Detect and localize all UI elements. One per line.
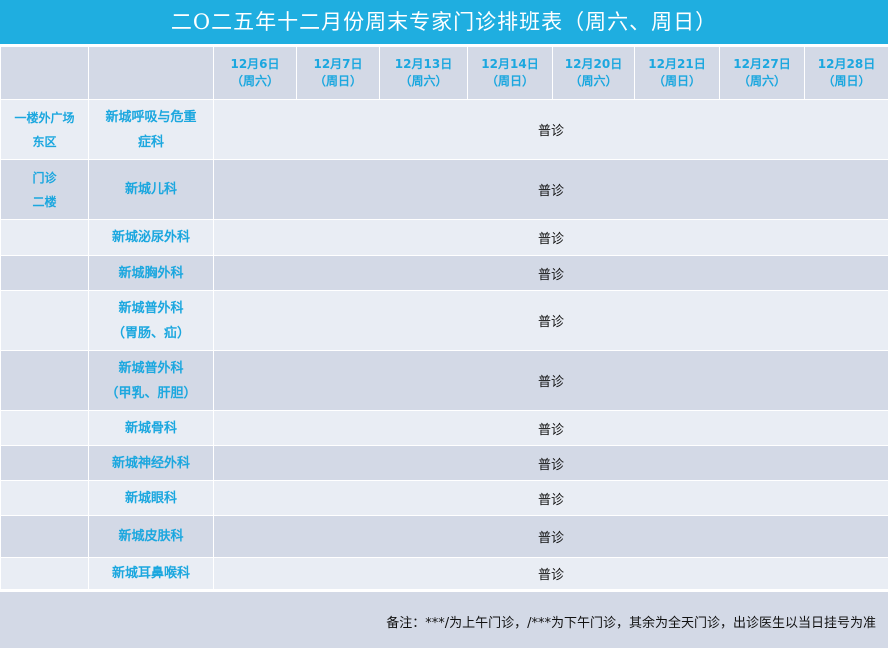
department-name: 新城呼吸与危重 (105, 109, 197, 125)
header-date-cell: 12月20日 （周六） (552, 46, 635, 100)
location-cell-empty (0, 480, 89, 516)
clinic-type-cell: 普诊 (213, 159, 888, 220)
header-date-cell: 12月6日 （周六） (213, 46, 297, 100)
department-cell: 新城胸外科 (88, 255, 214, 291)
department-name: 新城耳鼻喉科 (111, 566, 190, 581)
header-date-cell: 12月21日 （周日） (634, 46, 720, 100)
header-date: 12月20日 (564, 57, 623, 71)
footer-note: 备注：***/为上午门诊，/***为下午门诊，其余为全天门诊，出诊医生以当日挂号… (386, 616, 876, 631)
clinic-type-cell: 普诊 (213, 410, 888, 446)
department-cell: 新城泌尿外科 (88, 219, 214, 256)
location-cell-empty (0, 410, 89, 446)
department-name: 新城胸外科 (118, 265, 184, 281)
department-cell: 新城神经外科 (88, 445, 214, 481)
department-cell: 新城儿科 (88, 159, 214, 220)
department-cell: 新城呼吸与危重 症科 (88, 99, 214, 160)
location-cell-empty (0, 219, 89, 256)
table-row: 门诊二楼 新城儿科 普诊 (0, 159, 888, 220)
header-weekday: （周日） (652, 74, 701, 88)
department-subname: （甲乳、肝胆） (105, 385, 197, 401)
header-date-cell: 12月7日 （周日） (296, 46, 380, 100)
header-date: 12月21日 (648, 57, 706, 71)
clinic-type-cell: 普诊 (213, 350, 888, 411)
clinic-type-cell: 普诊 (213, 99, 888, 160)
header-blank-location (0, 46, 89, 100)
department-cell: 新城普外科 （甲乳、肝胆） (88, 350, 214, 411)
header-date: 12月27日 (733, 57, 791, 71)
table-row: 新城普外科 （胃肠、疝） 普诊 (0, 290, 888, 351)
clinic-type-cell: 普诊 (213, 255, 888, 291)
clinic-type-cell: 普诊 (213, 557, 888, 590)
department-cell: 新城皮肤科 (88, 515, 214, 558)
table-row: 新城胸外科 普诊 (0, 255, 888, 291)
department-name: 新城神经外科 (111, 455, 190, 471)
department-name: 新城泌尿外科 (111, 230, 190, 245)
department-cell: 新城普外科 （胃肠、疝） (88, 290, 214, 351)
location-cell-empty (0, 557, 89, 590)
header-weekday: （周六） (230, 74, 279, 88)
page-title: 二O二五年十二月份周末专家门诊排班表（周六、周日） (0, 0, 888, 44)
clinic-type-cell: 普诊 (213, 290, 888, 351)
header-date-cell: 12月14日 （周日） (467, 46, 553, 100)
location-cell-empty (0, 445, 89, 481)
department-subname: 症科 (137, 134, 164, 150)
department-name: 新城儿科 (124, 182, 177, 197)
table-row: 新城泌尿外科 普诊 (0, 219, 888, 256)
header-date: 12月6日 (230, 57, 280, 71)
table-row: 新城神经外科 普诊 (0, 445, 888, 481)
location-label: 一楼外广场 (14, 110, 75, 125)
header-blank-department (88, 46, 214, 100)
location-label: 门诊 (32, 170, 57, 185)
table-row: 一楼外广场东区 新城呼吸与危重 症科 普诊 (0, 99, 888, 160)
header-date-cell: 12月27日 （周六） (719, 46, 805, 100)
header-weekday: （周六） (737, 74, 786, 88)
header-date: 12月13日 (394, 57, 453, 71)
table-row: 新城皮肤科 普诊 (0, 515, 888, 558)
department-name: 新城眼科 (124, 490, 177, 506)
department-name: 新城皮肤科 (118, 529, 184, 544)
location-cell-empty (0, 255, 89, 291)
department-cell: 新城耳鼻喉科 (88, 557, 214, 590)
table-row: 新城骨科 普诊 (0, 410, 888, 446)
location-label: 东区 (32, 134, 57, 149)
header-date-cell: 12月13日 （周六） (379, 46, 468, 100)
department-cell: 新城骨科 (88, 410, 214, 446)
department-name: 新城骨科 (124, 420, 177, 436)
header-date-cell: 12月28日 （周日） (804, 46, 888, 100)
clinic-type-cell: 普诊 (213, 219, 888, 256)
location-label: 二楼 (32, 194, 57, 209)
location-cell-east: 一楼外广场 东区 (0, 99, 89, 160)
department-subname: （胃肠、疝） (111, 325, 190, 341)
header-weekday: （周日） (313, 74, 362, 88)
header-row: 12月6日 （周六） 12月7日 （周日） 12月13日 （周六） 12月14日 （周日… (0, 46, 888, 100)
header-weekday: （周六） (399, 74, 448, 88)
clinic-type-cell: 普诊 (213, 445, 888, 481)
clinic-type-cell: 普诊 (213, 515, 888, 558)
table-row: 新城耳鼻喉科 普诊 (0, 557, 888, 590)
department-name: 新城普外科 (118, 360, 184, 376)
location-cell-empty (0, 290, 89, 351)
department-name: 新城普外科 (118, 300, 184, 316)
header-weekday: （周六） (569, 74, 618, 88)
header-date: 12月14日 (481, 57, 539, 71)
location-cell-empty (0, 515, 89, 558)
table-row: 新城眼科 普诊 (0, 480, 888, 516)
schedule-table: 12月6日 （周六） 12月7日 （周日） 12月13日 （周六） 12月14日 （周日… (0, 46, 888, 590)
header-date: 12月28日 (817, 57, 876, 71)
header-weekday: （周日） (822, 74, 871, 88)
department-cell: 新城眼科 (88, 480, 214, 516)
header-weekday: （周日） (485, 74, 534, 88)
table-row: 新城普外科 （甲乳、肝胆） 普诊 (0, 350, 888, 411)
header-date: 12月7日 (313, 57, 363, 71)
location-cell-clinic: 门诊 二楼 (0, 159, 89, 220)
location-cell-empty (0, 350, 89, 411)
footer: 备注：***/为上午门诊，/***为下午门诊，其余为全天门诊，出诊医生以当日挂号… (0, 592, 888, 648)
clinic-type-cell: 普诊 (213, 480, 888, 516)
